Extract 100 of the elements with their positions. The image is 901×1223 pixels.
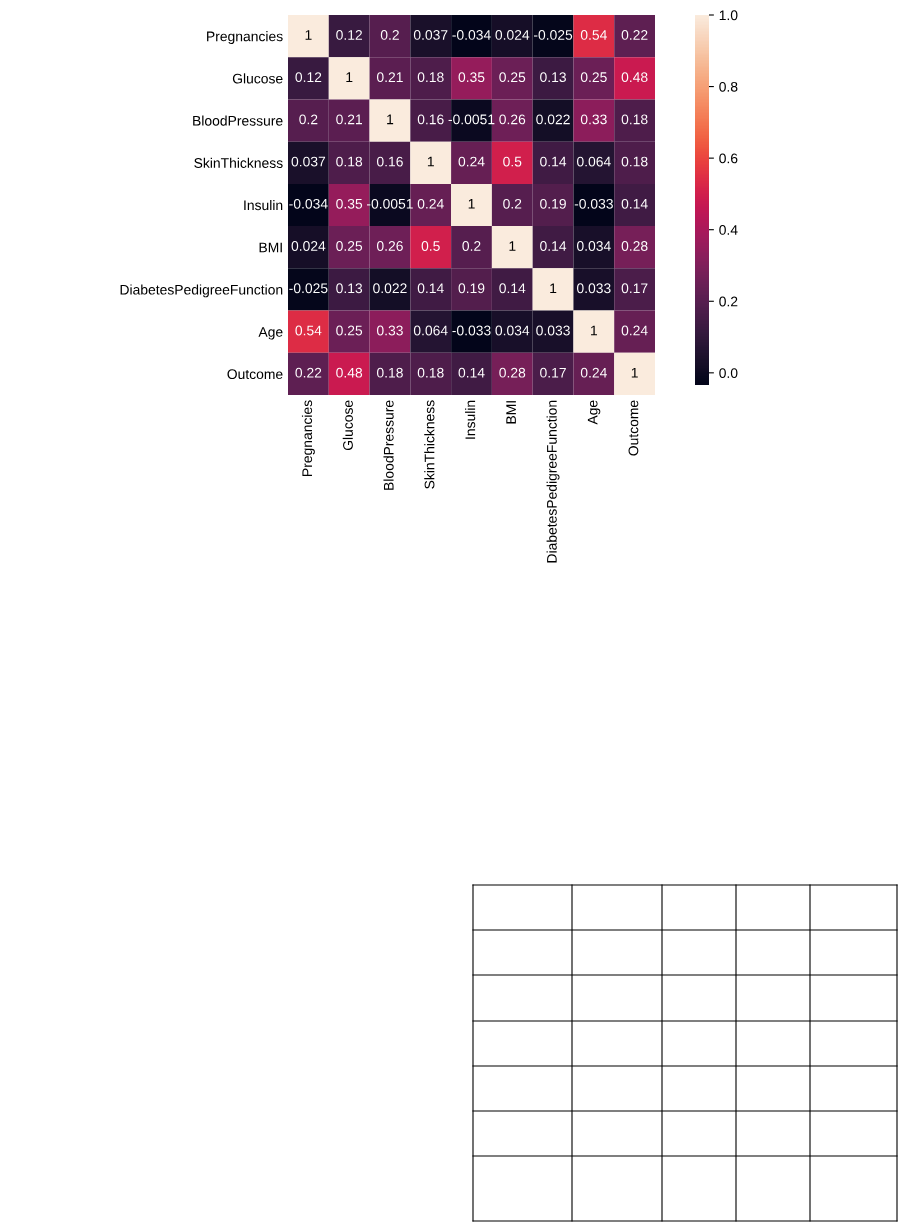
- y-tick-label: Insulin: [244, 199, 283, 211]
- data-label: 0.064: [577, 156, 611, 167]
- data-label: 0.14: [499, 283, 526, 294]
- x-tick-label: Outcome: [628, 400, 639, 456]
- data-label: 1: [631, 367, 638, 378]
- data-label: 1: [387, 114, 394, 125]
- data-label: 0.064: [413, 325, 448, 336]
- data-label: 0.19: [540, 198, 566, 209]
- data-label: 0.25: [336, 325, 363, 336]
- data-label: 1: [427, 156, 434, 167]
- data-label: 0.17: [621, 283, 648, 294]
- data-label: 0.022: [373, 283, 407, 294]
- data-label: 0.14: [458, 367, 485, 378]
- data-label: 0.022: [536, 114, 570, 125]
- y-tick-label: Age: [258, 327, 283, 340]
- data-label: 0.2: [299, 114, 318, 125]
- data-label: 0.33: [580, 114, 607, 125]
- color-bar-label: 0.0: [719, 368, 738, 378]
- data-label: 0.14: [540, 241, 567, 251]
- data-label: 0.48: [621, 72, 648, 83]
- data-label: 0.037: [413, 30, 448, 40]
- data-label: 0.25: [499, 72, 526, 83]
- data-label: 0.28: [621, 241, 648, 251]
- data-label: 1: [305, 30, 312, 40]
- data-label: 0.33: [376, 325, 403, 336]
- data-label: 0.24: [621, 325, 648, 336]
- data-label: 0.24: [580, 367, 607, 378]
- data-label: 0.12: [336, 30, 362, 40]
- data-label: 1: [550, 283, 557, 294]
- data-label: 0.26: [376, 241, 403, 251]
- data-label: -0.0051: [448, 114, 495, 125]
- data-label: 0.024: [291, 241, 326, 251]
- data-label: 0.14: [417, 283, 444, 294]
- y-tick-label: Glucose: [232, 73, 283, 84]
- x-tick-label: SkinThickness: [424, 400, 435, 489]
- x-tick-label: BMI: [506, 401, 516, 424]
- data-label: 0.18: [621, 114, 648, 125]
- data-label: -0.034: [452, 30, 491, 40]
- data-label: 0.18: [417, 367, 444, 378]
- data-label: 0.13: [540, 72, 566, 83]
- data-label: -0.025: [533, 30, 573, 40]
- data-label: 0.21: [376, 72, 403, 83]
- y-tick-label: BloodPressure: [193, 115, 283, 126]
- color-bar-label: 0.2: [719, 296, 738, 307]
- y-tick-label: Pregnancies: [207, 31, 283, 45]
- data-label: 0.35: [336, 198, 363, 209]
- data-label: 0.18: [376, 367, 403, 378]
- data-label: 0.033: [577, 283, 611, 294]
- data-label: 0.25: [336, 241, 363, 251]
- data-label: 0.16: [417, 114, 444, 125]
- data-label: 0.14: [621, 198, 648, 209]
- data-label: 0.54: [295, 325, 322, 336]
- data-label: 0.16: [376, 156, 403, 167]
- data-label: 0.35: [458, 72, 485, 83]
- data-label: 0.26: [499, 114, 526, 125]
- data-label: 0.13: [336, 283, 363, 294]
- x-tick-label: DiabetesPedigreeFunction: [546, 400, 560, 563]
- color-bar-label: 0.8: [719, 81, 738, 92]
- x-tick-label: Glucose: [342, 400, 353, 451]
- data-label: 0.18: [417, 72, 444, 83]
- data-label: 0.033: [536, 325, 570, 336]
- data-label: 0.25: [580, 72, 607, 83]
- data-label: 0.28: [499, 367, 526, 378]
- y-tick-label: Outcome: [227, 369, 283, 380]
- data-label: 0.5: [503, 156, 522, 167]
- x-tick-label: Age: [587, 400, 601, 425]
- data-label: 1: [346, 72, 353, 82]
- data-label: 0.034: [495, 325, 530, 336]
- data-label: 0.12: [295, 72, 322, 83]
- data-label: 0.17: [540, 367, 566, 378]
- data-label: 0.54: [580, 30, 607, 40]
- data-label: -0.033: [452, 325, 491, 336]
- x-tick-label: BloodPressure: [383, 400, 394, 490]
- data-label: 0.22: [295, 367, 322, 378]
- data-label: 1: [591, 325, 598, 336]
- x-tick-label: Insulin: [465, 400, 476, 439]
- data-label: -0.033: [574, 198, 613, 209]
- data-label: 0.21: [336, 114, 363, 125]
- y-tick-label: BMI: [259, 242, 282, 253]
- data-label: -0.025: [289, 283, 328, 294]
- data-label: 0.037: [291, 156, 326, 167]
- y-tick-label: SkinThickness: [194, 157, 283, 168]
- data-label: 0.18: [336, 156, 363, 167]
- data-label: 0.2: [503, 198, 522, 209]
- data-label: 0.19: [458, 283, 485, 294]
- data-label: 0.48: [336, 367, 363, 378]
- y-tick-label: DiabetesPedigreeFunction: [120, 284, 283, 298]
- data-label: 1: [509, 241, 516, 251]
- data-label: 0.2: [380, 30, 399, 40]
- data-label: 0.024: [495, 30, 530, 40]
- data-label: 0.2: [462, 241, 481, 251]
- data-label: 0.14: [540, 156, 567, 167]
- color-bar-label: 0.4: [719, 225, 738, 235]
- data-label: 1: [468, 199, 475, 209]
- color-bar-label: 1.0: [719, 10, 738, 21]
- data-label: 0.22: [621, 30, 648, 40]
- data-label: 0.24: [417, 198, 444, 209]
- data-label: -0.034: [289, 198, 328, 209]
- data-label: 0.5: [421, 241, 440, 251]
- data-label: 0.24: [458, 156, 485, 167]
